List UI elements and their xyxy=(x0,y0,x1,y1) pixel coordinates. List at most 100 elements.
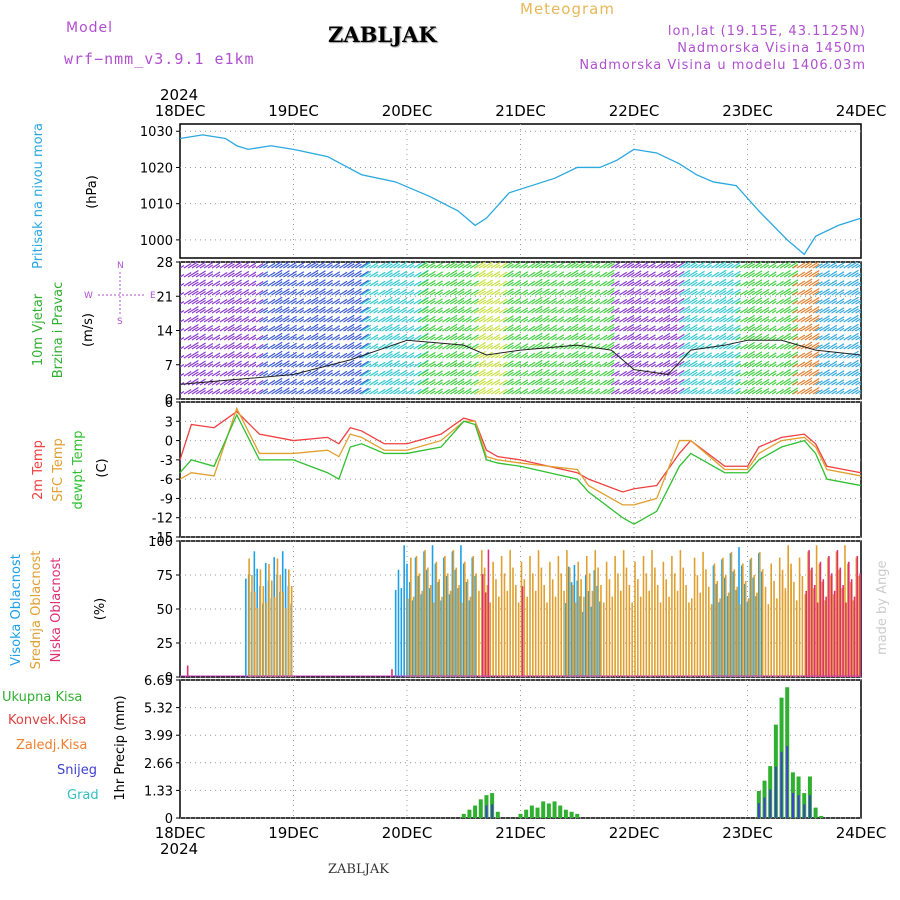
y-tick-label: 0 xyxy=(165,812,173,827)
y-tick-label: 75 xyxy=(156,569,173,584)
precip-bar xyxy=(529,805,534,818)
precip-bar xyxy=(552,801,557,818)
made-by-credit: made by Angel xyxy=(875,560,890,655)
model-elevation-label: Nadmorska Visina u modelu 1406.03m xyxy=(579,58,866,73)
precip-snow-bar xyxy=(769,789,772,818)
temp-ylabel-c: dewpt Temp xyxy=(71,430,86,509)
precip-bar xyxy=(558,805,563,818)
model-name: wrf−nmm_v3.9.1 e1km xyxy=(64,50,255,68)
precip-bar xyxy=(563,809,568,818)
temp-unit: (C) xyxy=(95,458,110,477)
precip-bar xyxy=(461,813,466,818)
precip-snow-bar xyxy=(791,792,794,818)
elevation-label: Nadmorska Visina 1450m xyxy=(677,41,866,56)
precip-snow-bar xyxy=(780,751,783,818)
precip-bar xyxy=(473,805,478,818)
precip-bar xyxy=(819,815,824,818)
temp-2m-line xyxy=(179,410,862,493)
credit-text: made by Angel xyxy=(875,560,890,655)
year-bottom: 2024 xyxy=(160,840,198,858)
wind-barb-field xyxy=(180,262,861,395)
coords-label: lon,lat (19.15E, 43.1125N) xyxy=(667,24,866,39)
precip-snow-bar xyxy=(491,804,494,818)
year-top: 2024 xyxy=(160,86,198,104)
wind-ylabel-b: Brzina i Pravac xyxy=(51,282,66,379)
precip-bar xyxy=(518,813,523,818)
compass-south: S xyxy=(117,317,123,327)
precip-bar xyxy=(575,813,580,818)
y-tick-label: 1010 xyxy=(140,198,173,213)
precip-bar xyxy=(813,807,818,818)
precip-bar xyxy=(535,807,540,818)
y-tick-label: 5.32 xyxy=(144,702,173,717)
y-tick-label: -12 xyxy=(152,512,173,527)
time-label-bottom: 24DEC xyxy=(836,824,887,842)
y-tick-label: 1020 xyxy=(140,161,173,176)
precip-legend-conv: Konvek.Kisa xyxy=(8,713,86,728)
y-tick-label: 0 xyxy=(165,671,173,686)
precip-ylabel: 1hr Precip (mm) xyxy=(113,695,128,800)
cloud-ylabel-c: Niska Oblacnost xyxy=(49,558,64,663)
precip-bar xyxy=(524,809,529,818)
page-title: ZABLJAK xyxy=(328,22,437,47)
precip-bar xyxy=(478,799,483,818)
time-label-top: 20DEC xyxy=(382,102,433,120)
precip-snow-bar xyxy=(485,805,488,818)
precip-legend-hail: Grad xyxy=(67,788,99,803)
time-label-top: 23DEC xyxy=(722,102,773,120)
precip-snow-bar xyxy=(757,803,760,818)
time-label-top: 19DEC xyxy=(268,102,319,120)
time-label-top: 21DEC xyxy=(495,102,546,120)
time-label-top: 22DEC xyxy=(609,102,660,120)
y-tick-label: 6.65 xyxy=(144,674,173,689)
footer-station: ZABLJAK xyxy=(328,862,389,877)
precip-bar xyxy=(541,801,546,818)
y-tick-label: -6 xyxy=(160,473,173,488)
time-label-bottom: 18DEC xyxy=(155,824,206,842)
time-label-bottom: 23DEC xyxy=(722,824,773,842)
y-tick-label: 3.99 xyxy=(144,729,173,744)
wind-speed-line xyxy=(180,339,861,385)
y-tick-label: 7 xyxy=(165,359,173,374)
cloud-ylabel-b: Srednja Oblacnost xyxy=(29,551,44,670)
y-tick-label: 28 xyxy=(156,256,173,271)
temp-ylabel-b: SFC Temp xyxy=(51,438,66,502)
precip-legend-total: Ukupna Kisa xyxy=(2,690,82,705)
y-tick-label: 25 xyxy=(156,637,173,652)
pressure-unit: (hPa) xyxy=(85,175,100,209)
wind-unit: (m/s) xyxy=(81,313,96,347)
precip-snow-bar xyxy=(774,766,777,818)
precip-snow-bar xyxy=(803,804,806,818)
y-tick-label: 6 xyxy=(165,396,173,411)
cloud-ylabel-a: Visoka Oblacnost xyxy=(9,554,24,666)
y-tick-label: 3 xyxy=(165,415,173,430)
temp-dewpt-line xyxy=(179,413,862,525)
precip-snow-bar xyxy=(786,746,789,818)
precip-legend-strat: Zaledj.Kisa xyxy=(16,738,87,753)
y-tick-label: 1030 xyxy=(140,125,173,140)
pressure-line xyxy=(179,134,862,256)
y-tick-label: 0 xyxy=(165,435,173,450)
chart-subtitle: Meteogram xyxy=(520,0,615,18)
compass-east: E xyxy=(150,291,156,301)
wind-compass-icon: N W S E xyxy=(84,261,156,327)
time-label-bottom: 22DEC xyxy=(609,824,660,842)
y-tick-label: -15 xyxy=(152,531,173,546)
y-tick-label: 0 xyxy=(165,393,173,408)
y-tick-label: -9 xyxy=(160,492,173,507)
precip-bar xyxy=(495,811,500,818)
y-tick-label: 50 xyxy=(156,603,173,618)
time-label-top: 18DEC xyxy=(155,102,206,120)
temp-ylabel-a: 2m Temp xyxy=(31,440,46,500)
time-label-bottom: 19DEC xyxy=(268,824,319,842)
y-tick-label: -3 xyxy=(160,454,173,469)
temp-sfc-line xyxy=(179,406,862,506)
precip-legend-snow: Snijeg xyxy=(57,763,97,778)
compass-west: W xyxy=(84,291,93,301)
precip-bar xyxy=(467,809,472,818)
time-label-top: 24DEC xyxy=(836,102,887,120)
precip-snow-bar xyxy=(808,795,811,818)
precip-bar xyxy=(546,803,551,818)
y-tick-label: 21 xyxy=(156,290,173,305)
